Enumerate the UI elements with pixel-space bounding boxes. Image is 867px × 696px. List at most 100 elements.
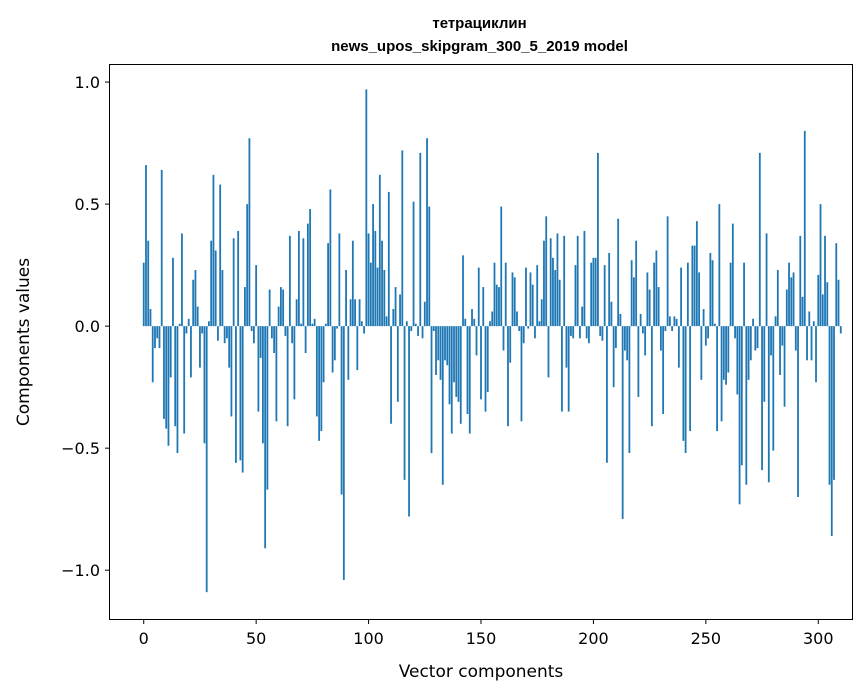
bar-component-181 — [549, 238, 552, 327]
bar-component-280 — [772, 326, 775, 451]
bar-component-119 — [410, 326, 413, 332]
bar-component-225 — [648, 289, 651, 327]
bar-component-98 — [363, 326, 365, 334]
bar-component-71 — [302, 238, 305, 327]
bar-component-243 — [689, 326, 692, 432]
bar-component-92 — [349, 299, 352, 327]
bar-component-58 — [273, 326, 276, 353]
bar-component-55 — [266, 326, 269, 490]
bar-component-126 — [426, 138, 428, 327]
bar-component-21 — [190, 326, 192, 378]
bar-component-132 — [439, 326, 442, 380]
bar-component-272 — [754, 326, 757, 351]
bar-component-203 — [599, 326, 602, 336]
y-ticks-group: −1.0 −0.5 0.0 0.5 1.0 — [61, 73, 110, 580]
bar-component-47 — [248, 138, 251, 327]
bar-component-164 — [511, 272, 514, 327]
bar-component-25 — [199, 326, 201, 368]
bar-component-137 — [450, 326, 453, 434]
bar-component-206 — [606, 326, 608, 463]
bar-component-168 — [520, 326, 523, 422]
bar-component-165 — [513, 277, 516, 327]
bar-component-268 — [745, 326, 748, 485]
bar-component-33 — [217, 326, 219, 341]
y-tick-label: 1.0 — [75, 73, 100, 92]
bar-component-138 — [453, 326, 455, 383]
bar-component-117 — [405, 321, 408, 327]
bar-component-228 — [655, 250, 658, 327]
bar-component-62 — [282, 289, 285, 327]
bar-component-79 — [320, 326, 323, 432]
bar-component-297 — [810, 326, 813, 361]
bar-component-226 — [650, 326, 653, 427]
bar-component-156 — [493, 262, 496, 327]
bar-component-19 — [185, 326, 188, 334]
bar-component-23 — [194, 270, 197, 327]
bar-component-51 — [257, 326, 260, 412]
bar-component-69 — [297, 230, 300, 327]
bar-component-236 — [673, 316, 676, 327]
bar-component-104 — [376, 267, 379, 327]
bar-component-269 — [747, 326, 750, 380]
bar-component-287 — [788, 262, 790, 327]
bar-component-285 — [783, 326, 786, 407]
bar-component-248 — [700, 326, 703, 380]
bar-component-148 — [475, 326, 478, 356]
bar-component-6 — [156, 326, 159, 339]
bar-component-207 — [608, 252, 611, 327]
bar-component-48 — [250, 326, 253, 332]
bar-component-152 — [484, 326, 487, 412]
y-tick-label: −0.5 — [61, 439, 100, 458]
bar-component-238 — [677, 326, 680, 368]
bar-component-113 — [396, 326, 399, 402]
bar-component-42 — [237, 230, 240, 327]
bar-component-5 — [154, 326, 156, 349]
bar-component-219 — [635, 240, 638, 327]
bar-component-53 — [262, 326, 264, 444]
bar-component-171 — [527, 326, 530, 329]
bar-component-309 — [837, 279, 840, 327]
bar-component-167 — [518, 326, 521, 332]
bar-component-161 — [504, 262, 507, 327]
bar-component-173 — [531, 284, 534, 327]
bar-component-299 — [815, 326, 817, 383]
bar-component-91 — [347, 326, 350, 380]
bar-component-222 — [641, 326, 644, 334]
bar-component-240 — [682, 326, 685, 441]
bar-component-34 — [219, 184, 222, 327]
bar-component-246 — [695, 221, 698, 327]
bar-component-151 — [482, 287, 485, 327]
bar-component-108 — [385, 316, 388, 327]
bar-component-56 — [268, 289, 271, 327]
bar-component-8 — [160, 169, 163, 327]
bar-component-65 — [288, 235, 291, 327]
bar-component-115 — [401, 150, 404, 327]
bar-component-162 — [507, 326, 509, 427]
bar-component-237 — [675, 318, 678, 327]
bar-component-31 — [212, 174, 215, 327]
bar-component-96 — [358, 299, 361, 327]
bar-component-304 — [826, 282, 829, 327]
bar-component-28 — [205, 326, 208, 593]
bar-component-174 — [534, 326, 536, 339]
bar-component-154 — [489, 321, 491, 327]
bar-component-59 — [275, 326, 278, 422]
bar-component-101 — [369, 262, 372, 327]
bar-component-221 — [639, 313, 642, 327]
bar-component-185 — [558, 279, 561, 327]
x-tick-label: 150 — [466, 629, 497, 648]
bar-component-41 — [235, 326, 237, 463]
bar-component-99 — [365, 89, 368, 327]
bar-component-213 — [621, 326, 624, 519]
bar-component-73 — [306, 223, 309, 327]
bar-component-127 — [428, 206, 431, 327]
bar-component-80 — [322, 326, 325, 383]
y-axis-label: Components values — [14, 258, 34, 426]
bar-component-245 — [693, 245, 696, 327]
bar-component-282 — [776, 270, 779, 327]
bar-component-77 — [315, 326, 318, 417]
bar-component-36 — [223, 326, 226, 344]
bar-component-273 — [756, 326, 759, 349]
